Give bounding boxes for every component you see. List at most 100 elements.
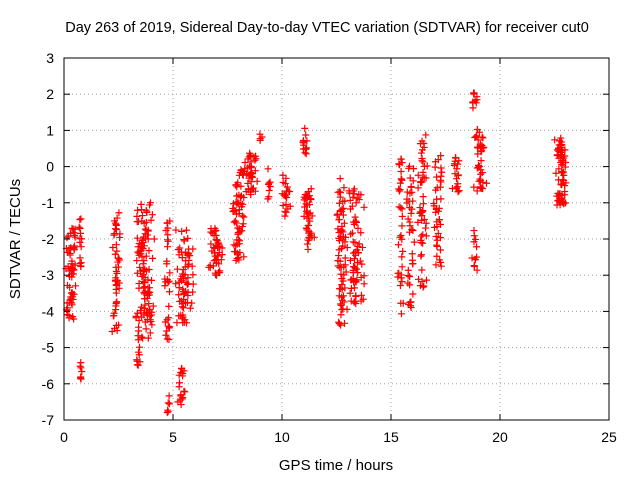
data-point (239, 220, 247, 228)
data-point (247, 190, 255, 198)
data-point (418, 157, 426, 165)
data-point (218, 244, 226, 252)
data-point (234, 224, 242, 232)
data-point (71, 225, 79, 233)
data-point (339, 204, 347, 212)
data-point (437, 258, 445, 266)
data-point (453, 175, 461, 183)
data-point (282, 208, 290, 216)
data-point (215, 260, 223, 268)
data-point (478, 133, 486, 141)
data-point (166, 269, 174, 277)
data-point (557, 181, 565, 189)
data-point (437, 152, 445, 160)
data-point (357, 229, 365, 237)
data-point (419, 231, 427, 239)
data-point (182, 249, 190, 257)
data-point (470, 227, 478, 235)
data-point (133, 257, 141, 265)
data-point (185, 256, 193, 264)
data-point (179, 311, 187, 319)
data-point (560, 177, 568, 185)
data-point (343, 305, 351, 313)
data-point (419, 239, 427, 247)
data-cluster (108, 209, 124, 335)
data-point (335, 252, 343, 260)
data-point (354, 242, 362, 250)
data-point (353, 194, 361, 202)
data-point (76, 224, 84, 232)
data-point (138, 212, 146, 220)
data-point (247, 158, 255, 166)
data-point (334, 210, 342, 218)
data-point (418, 178, 426, 186)
data-point (135, 351, 143, 359)
data-point (112, 267, 120, 275)
data-point (473, 96, 481, 104)
data-point (139, 277, 147, 285)
data-point (232, 181, 240, 189)
data-point (142, 325, 150, 333)
data-point (338, 281, 346, 289)
data-point (354, 249, 362, 257)
y-tick-label: 3 (46, 50, 54, 66)
data-point (256, 135, 264, 143)
data-point (398, 253, 406, 261)
data-point (238, 212, 246, 220)
data-point (409, 177, 417, 185)
data-point (176, 396, 184, 404)
data-point (165, 336, 173, 344)
data-point (63, 234, 71, 242)
data-point (179, 304, 187, 312)
data-point (553, 201, 561, 209)
data-point (233, 240, 241, 248)
data-point (354, 269, 362, 277)
data-point (347, 230, 355, 238)
data-point (419, 200, 427, 208)
data-point (454, 188, 462, 196)
data-point (141, 290, 149, 298)
data-point (144, 289, 152, 297)
data-point (432, 261, 440, 269)
data-point (397, 167, 405, 175)
data-point (165, 314, 173, 322)
data-point (358, 260, 366, 268)
data-cluster (264, 165, 274, 203)
data-point (139, 334, 147, 342)
data-point (303, 137, 311, 145)
data-point (335, 216, 343, 224)
data-point (406, 222, 414, 230)
data-point (360, 203, 368, 211)
data-point (113, 298, 121, 306)
data-point (399, 247, 407, 255)
data-point (351, 213, 359, 221)
x-tick-label: 15 (383, 429, 399, 445)
data-point (404, 272, 412, 280)
data-point (143, 316, 151, 324)
data-point (478, 142, 486, 150)
data-point (142, 235, 150, 243)
data-point (339, 211, 347, 219)
data-point (454, 160, 462, 168)
data-point (341, 261, 349, 269)
data-point (137, 303, 145, 311)
data-point (134, 336, 142, 344)
data-point (113, 247, 121, 255)
data-point (178, 227, 186, 235)
data-point (335, 199, 343, 207)
data-point (76, 362, 84, 370)
data-point (303, 240, 311, 248)
data-point (240, 213, 248, 221)
data-point (63, 281, 71, 289)
data-point (301, 203, 309, 211)
data-point (146, 329, 154, 337)
data-point (63, 306, 71, 314)
data-cluster (163, 392, 173, 417)
data-point (172, 280, 180, 288)
y-tick-labels: 3 2 1 0 -1 -2 -3 -4 -5 -6 -7 (42, 50, 55, 428)
data-point (145, 300, 153, 308)
data-point (66, 244, 74, 252)
data-point (138, 236, 146, 244)
data-point (161, 282, 169, 290)
